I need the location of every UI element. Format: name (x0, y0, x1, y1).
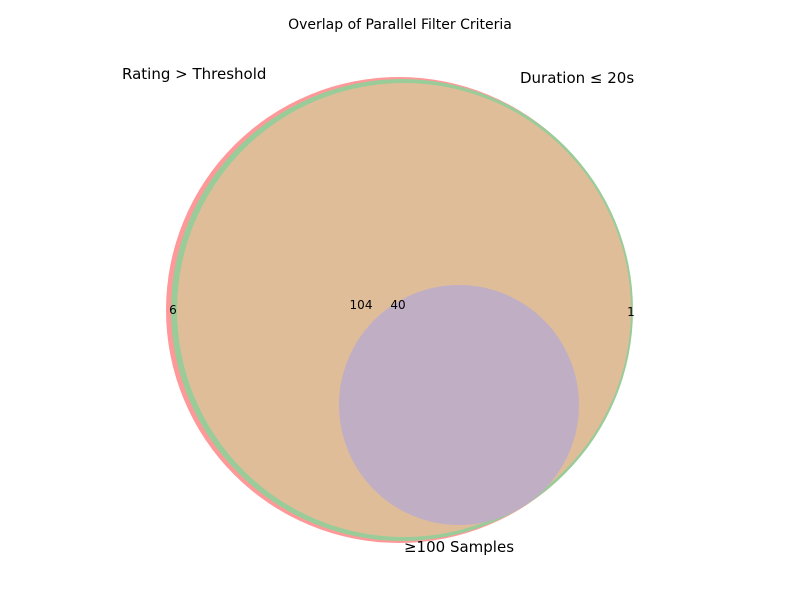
chart-title: Overlap of Parallel Filter Criteria (288, 17, 512, 33)
region-labels: 6 104 40 1 (169, 298, 635, 319)
region-label-rating-duration: 104 (350, 298, 373, 312)
set-label-samples: ≥100 Samples (404, 538, 514, 556)
region-label-duration-only: 1 (627, 305, 635, 319)
region-label-all-three: 40 (390, 298, 405, 312)
venn-circles (166, 77, 633, 543)
circle-samples (339, 285, 579, 525)
set-label-rating: Rating > Threshold (122, 65, 266, 83)
set-label-duration: Duration ≤ 20s (520, 69, 634, 87)
region-label-rating-only: 6 (169, 303, 177, 317)
set-labels: Rating > Threshold Duration ≤ 20s ≥100 S… (122, 65, 634, 556)
